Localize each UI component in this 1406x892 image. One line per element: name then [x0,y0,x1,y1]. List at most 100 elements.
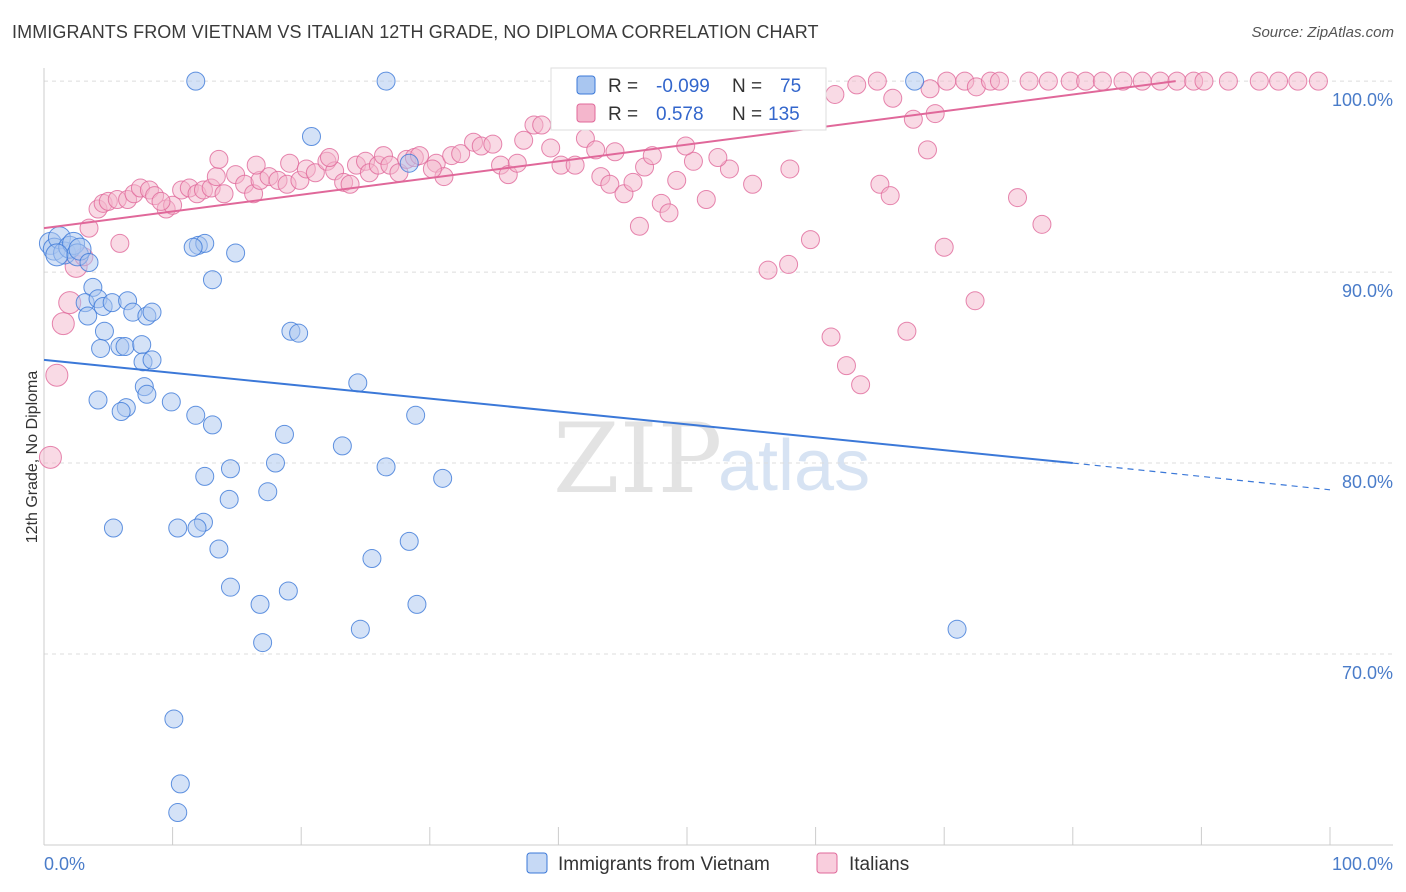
vietnam-point-69 [301,126,321,146]
gridlines [44,80,1393,655]
italians-point-53 [451,144,471,164]
vietnam-point-28 [137,384,157,404]
vietnam-point-7 [45,243,69,267]
italians-point-96 [825,84,845,104]
italians-point-23 [206,167,226,187]
vietnam-point-65 [399,531,419,551]
italians-point-77 [683,151,703,171]
vietnam-point-9 [79,253,99,273]
legend-swatch-blue [576,75,596,95]
series-vietnam-points [38,71,967,823]
italians-point-80 [743,174,763,194]
vietnam-point-20 [94,321,114,341]
italians-point-94 [1032,214,1052,234]
italians-point-98 [867,71,887,91]
italians-point-75 [659,203,679,223]
vietnam-point-64 [433,468,453,488]
vietnam-point-47 [164,709,184,729]
italians-point-83 [800,230,820,250]
italians-point-62 [532,115,552,135]
italians-point-90 [917,140,937,160]
italians-point-99 [883,88,903,108]
vietnam-point-48 [170,774,190,794]
vietnam-point-73 [947,619,967,639]
italians-point-120 [1288,71,1308,91]
italians-point-123 [605,142,625,162]
vietnam-point-41 [168,518,188,538]
italians-point-32 [280,153,300,173]
italians-point-129 [151,191,171,211]
italians-point-84 [821,327,841,347]
italians-point-76 [667,170,687,190]
vietnam-point-52 [183,237,203,257]
legend-r-label-2: R = [608,104,638,125]
italians-point-63 [541,138,561,158]
vietnam-point-54 [202,270,222,290]
italians-point-132 [708,147,728,167]
vietnam-point-26 [142,350,162,370]
legend-r-label-1: R = [608,76,638,97]
italians-point-24 [214,184,234,204]
italians-point-86 [851,375,871,395]
italians-point-126 [319,147,339,167]
italians-point-71 [623,172,643,192]
vietnam-point-34 [202,415,222,435]
trend-line-vietnam-dashed [1072,462,1331,491]
vietnam-point-58 [274,424,294,444]
vietnam-point-31 [111,401,131,421]
vietnam-point-45 [278,581,298,601]
italians-point-116 [1194,71,1214,91]
trend-line-italians [43,80,1176,230]
italians-point-109 [1076,71,1096,91]
italians-point-117 [1218,71,1238,91]
legend-n-value-2: 135 [768,104,800,125]
vietnam-point-23 [115,337,135,357]
vietnam-point-66 [362,549,382,569]
vietnam-point-29 [88,390,108,410]
bottom-legend-swatch-italians [816,852,838,874]
vietnam-point-33 [186,405,206,425]
bottom-legend-swatch-vietnam [526,852,548,874]
italians-point-2 [51,312,75,336]
vietnam-point-46 [253,633,273,653]
italians-point-85 [836,356,856,376]
vietnam-point-35 [220,459,240,479]
vietnam-point-37 [219,489,239,509]
stats-legend: R = -0.099 N = 75 R = 0.578 N = 135 [550,67,827,131]
trend-line-vietnam [43,358,1073,465]
vietnam-point-60 [265,453,285,473]
vietnam-point-63 [406,405,426,425]
bottom-legend-label-italians: Italians [849,854,909,875]
italians-point-73 [642,146,662,166]
italians-point-88 [880,186,900,206]
vietnam-point-70 [376,71,396,91]
vietnam-point-21 [91,338,111,358]
legend-swatch-pink [576,103,596,123]
italians-point-130 [110,233,130,253]
italians-point-89 [897,321,917,341]
y-tick-labels: 100.0% 90.0% 80.0% 70.0% [1332,90,1393,683]
italians-point-119 [1269,71,1289,91]
vietnam-point-32 [161,392,181,412]
x-tick-labels: 0.0% 100.0% [44,854,1393,874]
legend-r-value-2: 0.578 [656,104,704,125]
vietnam-point-68 [407,594,427,614]
vietnam-point-49 [168,803,188,823]
legend-r-value-1: -0.099 [656,76,710,97]
italians-point-110 [1092,71,1112,91]
italians-point-56 [483,134,503,154]
legend-n-label-1: N = [732,76,762,97]
italians-point-106 [1019,71,1039,91]
italians-point-127 [246,155,266,175]
vietnam-point-62 [376,457,396,477]
italians-point-125 [780,159,800,179]
italians-point-112 [1132,71,1152,91]
vietnam-point-40 [103,518,123,538]
italians-point-67 [586,140,606,160]
italians-point-118 [1249,71,1269,91]
y-tick-label-2: 80.0% [1342,472,1393,492]
y-tick-label-1: 90.0% [1342,281,1393,301]
italians-point-93 [1008,188,1028,208]
italians-point-121 [1308,71,1328,91]
